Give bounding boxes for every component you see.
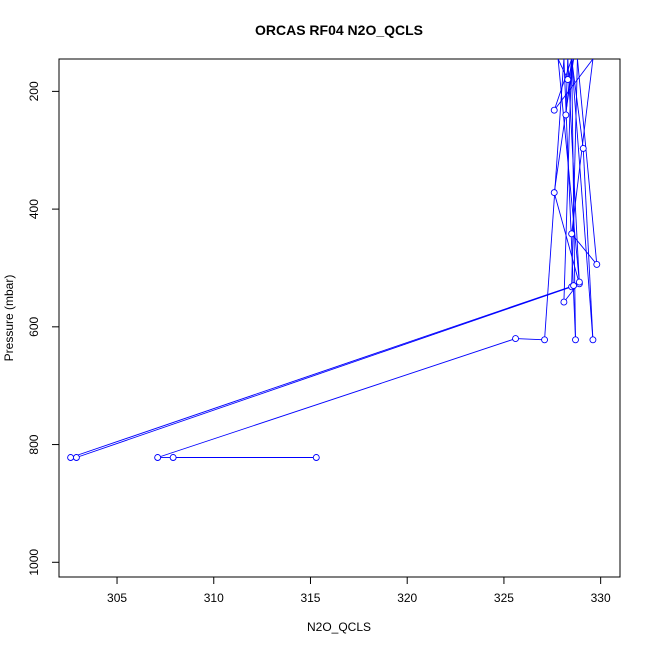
- series-line-segment: [582, 148, 594, 340]
- data-point: [593, 260, 601, 268]
- series-line-segment: [553, 192, 580, 284]
- series-line-segment: [571, 59, 594, 340]
- x-tick-label: 310: [204, 591, 224, 605]
- y-tick-label: 400: [27, 199, 41, 219]
- data-point: [560, 298, 568, 306]
- series-line-segment: [557, 59, 580, 283]
- chart-title: ORCAS RF04 N2O_QCLS: [255, 22, 423, 38]
- data-point: [512, 335, 519, 343]
- data-point: [72, 454, 80, 461]
- data-point: [579, 145, 587, 152]
- series-layer: [67, 59, 601, 461]
- data-point: [570, 282, 578, 290]
- series-line-segment: [515, 338, 545, 341]
- y-axis-label: Pressure (mbar): [2, 275, 16, 362]
- x-tick-label: 325: [494, 591, 514, 605]
- series-line-segment: [576, 59, 598, 265]
- data-point: [312, 454, 320, 461]
- plot-frame: [58, 58, 621, 578]
- series-line-segment: [553, 59, 573, 111]
- series-line-segment: [76, 286, 572, 458]
- data-point: [564, 76, 572, 84]
- x-tick-label: 320: [397, 591, 417, 605]
- data-point: [550, 106, 558, 114]
- series-line-segment: [567, 59, 580, 284]
- series-line-segment: [553, 59, 594, 111]
- data-point: [154, 454, 162, 461]
- series-line-segment: [571, 59, 584, 149]
- data-point: [575, 278, 583, 286]
- y-tick-label: 200: [27, 81, 41, 101]
- data-point: [67, 454, 75, 461]
- data-point: [568, 230, 576, 238]
- y-tick-label: 1000: [27, 549, 41, 576]
- x-tick-label: 315: [300, 591, 320, 605]
- series-line-segment: [571, 59, 578, 287]
- series-line-segment: [563, 59, 573, 303]
- series-line-segment: [565, 59, 569, 115]
- series-line-segment: [157, 338, 516, 458]
- y-tick-label: 800: [27, 434, 41, 454]
- data-point: [589, 336, 597, 344]
- y-axis-ticks: 200 400 600 800 1000: [27, 81, 59, 576]
- x-tick-label: 330: [591, 591, 611, 605]
- series-line-segment: [544, 59, 565, 340]
- data-point: [169, 454, 177, 461]
- series-line-segment: [567, 59, 575, 80]
- x-axis-ticks: 305 310 315 320 325 330: [107, 577, 611, 605]
- x-axis-label: N2O_QCLS: [307, 620, 371, 634]
- data-point: [572, 336, 579, 344]
- data-point: [562, 111, 570, 119]
- data-point: [541, 336, 549, 344]
- y-tick-label: 600: [27, 316, 41, 336]
- data-point: [550, 189, 558, 197]
- x-tick-label: 305: [107, 591, 127, 605]
- series-line-segment: [70, 285, 574, 458]
- series-line-segment: [571, 233, 598, 265]
